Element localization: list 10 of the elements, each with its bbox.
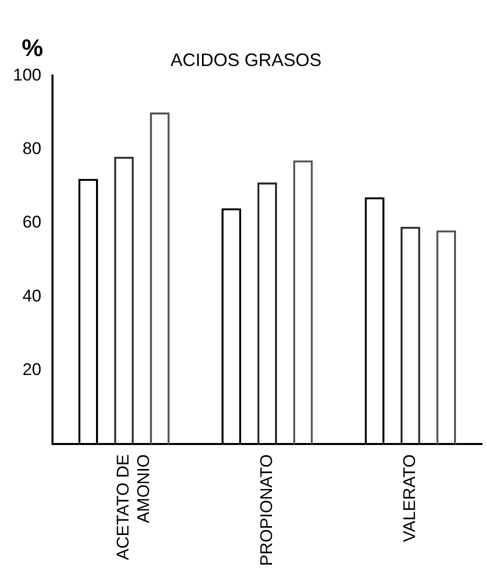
x-tick-label: VALERATO — [400, 454, 420, 542]
y-tick-label: 40 — [22, 286, 42, 306]
y-axis-title: % — [22, 35, 44, 62]
y-tick-label: 80 — [22, 139, 42, 158]
y-tick-label: 20 — [22, 360, 42, 380]
chart-title: ACIDOS GRASOS — [170, 50, 322, 70]
x-tick-label: ACETATO DE AMONIO — [114, 454, 154, 560]
y-tick-label: 60 — [22, 212, 42, 232]
x-tick-label: PROPIONATO — [256, 454, 276, 566]
y-tick-label: 100 — [12, 65, 42, 84]
